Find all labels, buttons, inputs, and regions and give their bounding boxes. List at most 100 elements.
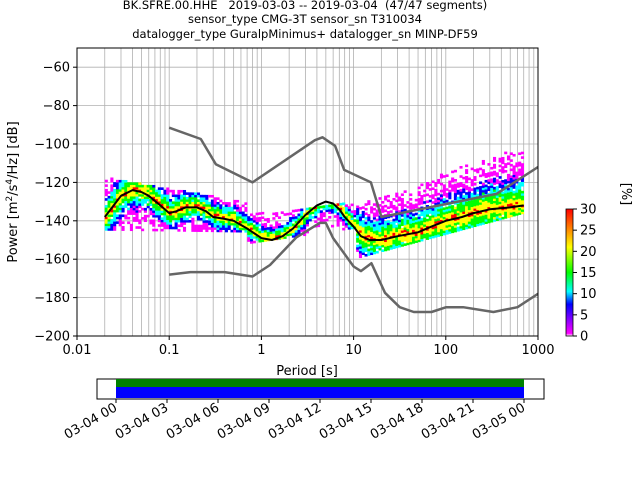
density-cell xyxy=(425,209,430,213)
density-cell xyxy=(479,199,483,203)
density-cell xyxy=(481,219,485,223)
density-cell xyxy=(107,228,111,231)
density-cell xyxy=(124,200,128,204)
density-cell xyxy=(400,200,404,203)
density-cell xyxy=(425,186,430,190)
density-cell xyxy=(406,226,410,230)
density-cell xyxy=(439,198,444,202)
density-cell xyxy=(358,237,363,240)
density-cell xyxy=(417,239,421,243)
timeline-tick-label: 03-04 03 xyxy=(113,400,171,442)
density-cell xyxy=(132,184,136,188)
density-cell xyxy=(442,212,446,215)
density-cell xyxy=(495,186,499,189)
density-cell xyxy=(487,206,491,210)
density-cell xyxy=(275,235,279,238)
density-cell xyxy=(177,201,181,205)
density-cell xyxy=(372,242,376,246)
density-cell xyxy=(462,211,466,214)
density-cell xyxy=(113,207,117,211)
density-cell xyxy=(467,202,471,206)
density-cell xyxy=(375,218,379,222)
density-cell xyxy=(222,215,226,219)
density-cell xyxy=(473,169,477,172)
density-cell xyxy=(515,194,519,198)
density-cell xyxy=(479,174,483,178)
density-cell xyxy=(467,219,471,222)
density-cell xyxy=(118,193,122,197)
density-cell xyxy=(194,192,198,196)
density-cell xyxy=(392,241,396,245)
density-cell xyxy=(501,166,505,169)
density-cell xyxy=(498,183,502,186)
density-cell xyxy=(501,186,505,190)
density-cell xyxy=(115,184,120,188)
density-cell xyxy=(456,203,460,207)
density-cell xyxy=(182,213,187,216)
density-cell xyxy=(358,241,363,245)
ppsd-density xyxy=(104,151,525,259)
density-cell xyxy=(289,233,293,236)
density-cell xyxy=(202,197,206,200)
density-cell xyxy=(378,217,382,221)
density-cell xyxy=(462,204,466,208)
density-cell xyxy=(129,207,133,211)
density-cell xyxy=(375,250,379,254)
density-cell xyxy=(504,197,508,201)
density-cell xyxy=(518,198,522,202)
density-cell xyxy=(124,189,128,192)
density-cell xyxy=(241,218,245,222)
density-cell xyxy=(459,214,463,217)
density-cell xyxy=(386,206,390,210)
density-cell xyxy=(289,217,293,220)
density-cell xyxy=(344,225,349,228)
density-cell xyxy=(484,209,488,213)
x-tick-label: 10 xyxy=(345,343,362,358)
density-cell xyxy=(168,224,173,227)
density-cell xyxy=(297,225,301,228)
density-cell xyxy=(384,230,388,233)
density-cell xyxy=(453,188,457,191)
density-cell xyxy=(104,188,108,192)
density-cell xyxy=(182,199,187,202)
density-cell xyxy=(152,203,156,206)
density-cell xyxy=(155,203,159,207)
density-cell xyxy=(386,243,390,246)
density-cell xyxy=(403,215,407,219)
density-cell xyxy=(110,200,114,204)
density-cell xyxy=(333,205,337,209)
density-cell xyxy=(520,202,525,205)
density-cell xyxy=(115,216,120,220)
density-cell xyxy=(495,204,499,208)
density-cell xyxy=(118,198,122,201)
density-cell xyxy=(381,233,385,236)
density-cell xyxy=(210,222,214,226)
density-cell xyxy=(205,208,209,212)
density-cell xyxy=(520,165,525,169)
density-cell xyxy=(372,228,376,232)
density-cell xyxy=(467,221,471,224)
density-cell xyxy=(160,221,164,225)
density-cell xyxy=(439,196,444,200)
density-cell xyxy=(157,196,161,200)
density-cell xyxy=(428,236,432,240)
density-cell xyxy=(420,234,424,237)
density-cell xyxy=(238,209,242,212)
density-cell xyxy=(104,223,108,227)
density-cell xyxy=(356,219,360,222)
density-cell xyxy=(155,194,159,197)
density-cell xyxy=(216,201,220,205)
density-cell xyxy=(314,213,318,217)
density-cell xyxy=(210,211,214,214)
density-cell xyxy=(459,175,463,178)
density-cell xyxy=(409,202,413,206)
density-cell xyxy=(431,221,435,225)
density-cell xyxy=(342,223,346,226)
density-cell xyxy=(297,213,301,217)
density-cell xyxy=(479,202,483,205)
density-cell xyxy=(367,223,371,226)
density-cell xyxy=(506,162,511,165)
density-cell xyxy=(395,229,399,233)
density-cell xyxy=(515,208,519,212)
density-cell xyxy=(238,229,242,233)
